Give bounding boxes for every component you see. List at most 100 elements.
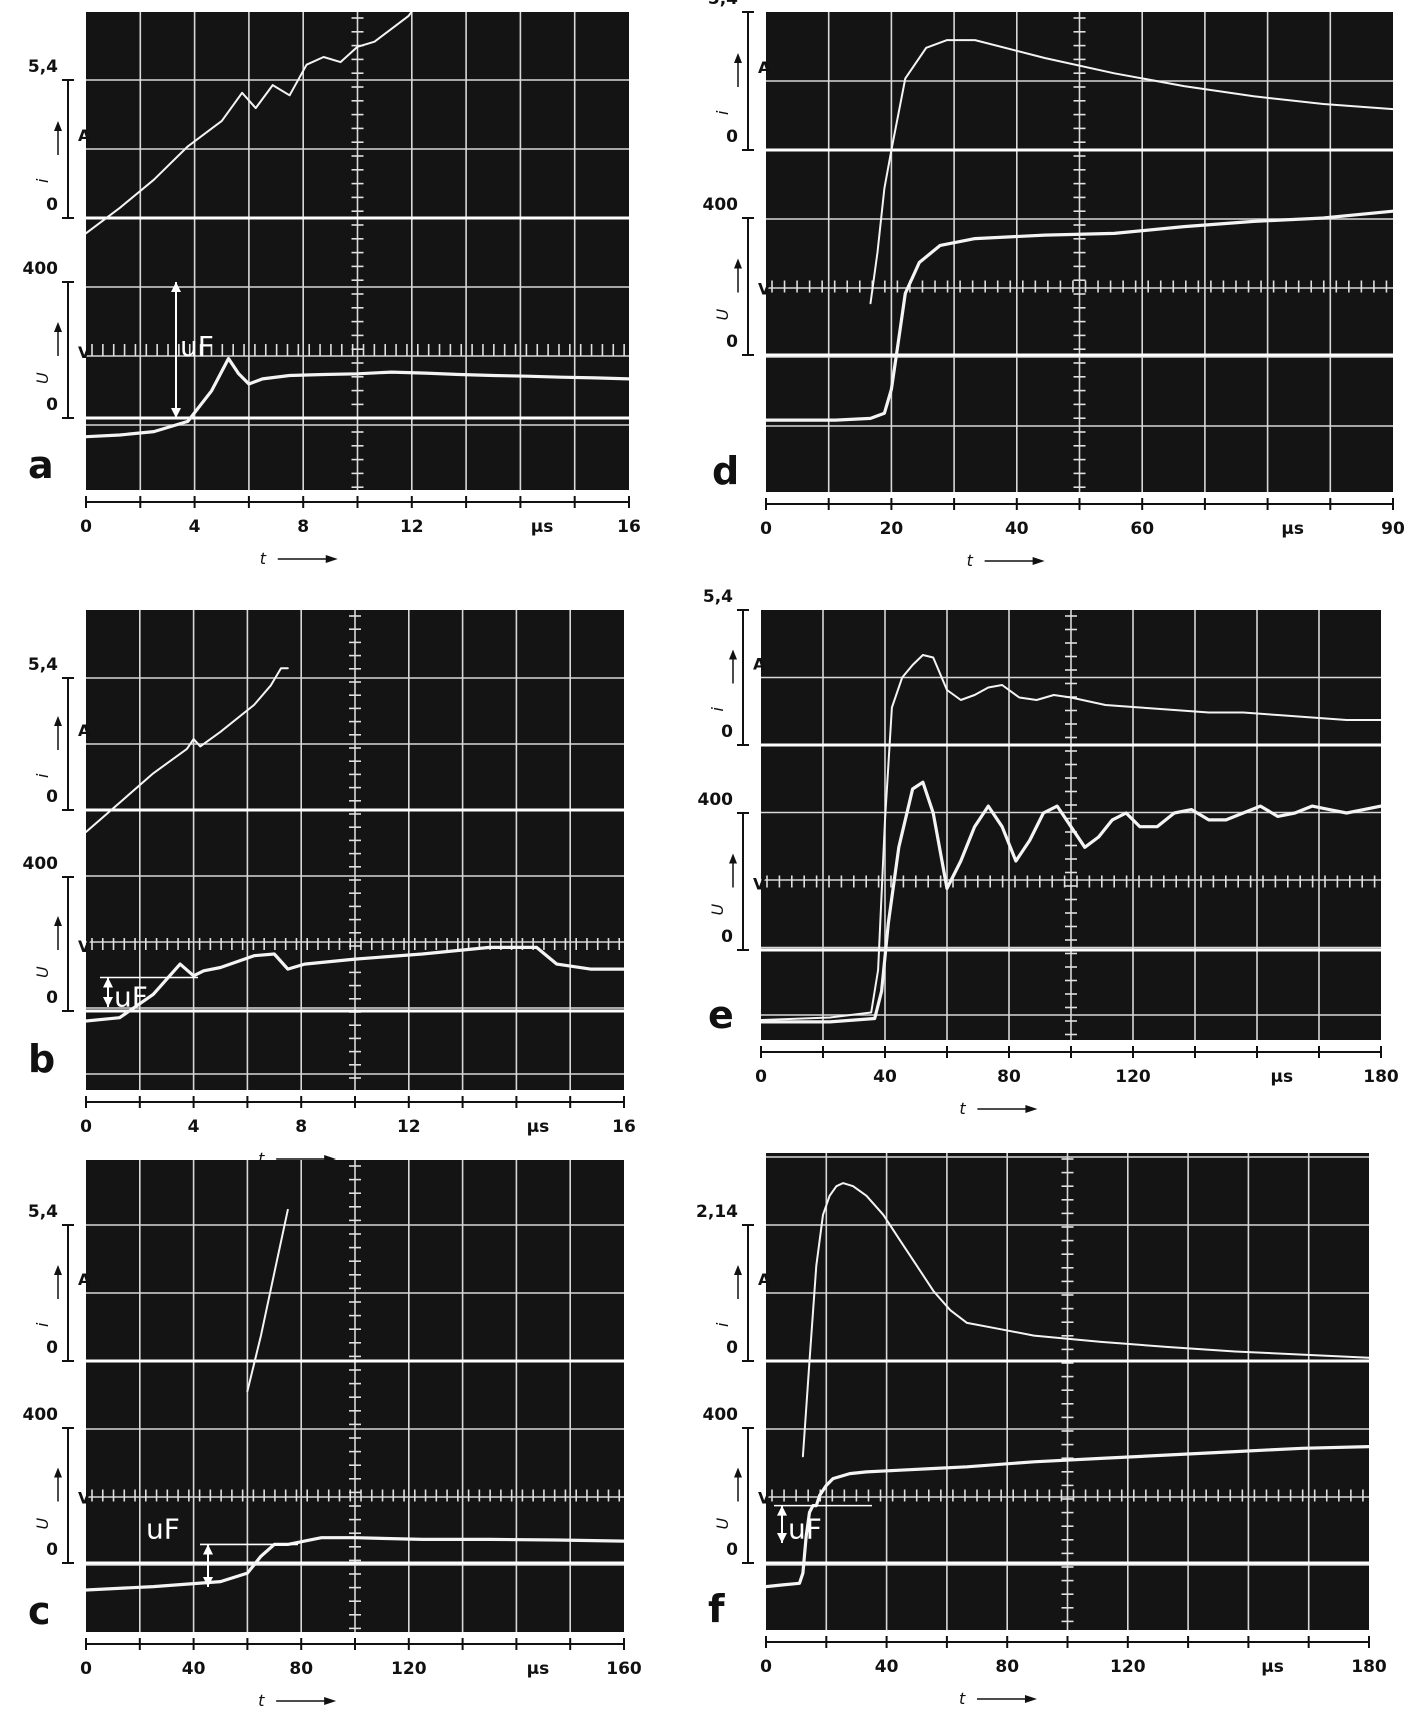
current-axis-label: i [33, 178, 52, 183]
panel-c: 5,4 0 400 0 Ai V U 0 40 80 120 160 µs t c uF [23, 1160, 642, 1710]
x-unit-label: µs [531, 517, 554, 537]
current-trace [761, 654, 1381, 1021]
voltage-unit-label: V [753, 875, 766, 894]
x-axis: 0 20 40 60 90 µs t [760, 498, 1405, 570]
scope-grid [766, 12, 1393, 492]
panel-letter: f [708, 1587, 725, 1631]
arrow-head [1024, 1695, 1037, 1703]
current-trace [86, 12, 413, 235]
x-tick-label: 0 [760, 1657, 772, 1677]
x-tick-label: 90 [1381, 519, 1405, 539]
x-unit-label: µs [1270, 1067, 1293, 1087]
arrow-head [734, 1467, 742, 1478]
panel-letter: c [28, 1589, 51, 1633]
x-tick-label: 0 [80, 1659, 92, 1679]
x-axis: 0 40 80 120 180 µs t [755, 1046, 1399, 1118]
arrow-head [203, 1544, 213, 1555]
voltage-tick-label: 0 [46, 395, 58, 415]
uf-annotation: uF [171, 282, 214, 418]
voltage-axis-label: U [33, 1518, 52, 1530]
x-tick-label: 120 [1115, 1067, 1151, 1087]
voltage-trace [766, 1445, 1369, 1589]
voltage-unit-label: V [758, 280, 771, 299]
current-unit-label: A [78, 1270, 91, 1289]
current-tick-label: 5,4 [28, 1202, 58, 1222]
voltage-tick-label: 400 [23, 259, 59, 279]
current-tick-label: 0 [726, 127, 738, 147]
panel-d: 5,4 0 400 0 Ai V U 0 20 40 60 90 µs t d [703, 0, 1405, 570]
x-tick-label: 0 [760, 519, 772, 539]
voltage-tick-label: 0 [46, 988, 58, 1008]
x-axis: 0 40 80 120 160 µs t [80, 1638, 642, 1710]
voltage-tick-label: 400 [23, 1405, 59, 1425]
x-unit-label: µs [1281, 519, 1304, 539]
panel-a: 5,4 0 400 0 Ai V U 0 4 8 12 16 µs t a uF [23, 12, 641, 568]
voltage-tick-label: 0 [726, 332, 738, 352]
x-tick-label: 120 [391, 1659, 427, 1679]
x-tick-label: 16 [617, 517, 641, 537]
panel-letter: d [712, 449, 739, 493]
x-axis: 0 4 8 12 16 µs t [80, 496, 641, 568]
scope-grid [761, 610, 1381, 1040]
y-axes: 5,4 0 400 0 Ai V U [698, 587, 766, 951]
arrow-head [54, 1467, 62, 1478]
arrow-head [54, 916, 62, 926]
x-tick-label: 12 [400, 517, 424, 537]
uf-label: uF [180, 330, 214, 363]
x-tick-label: 60 [1130, 519, 1154, 539]
current-trace [801, 1182, 1369, 1458]
x-tick-label: 160 [606, 1659, 642, 1679]
y-axes: 5,4 0 400 0 Ai V U [703, 0, 771, 356]
current-tick-label: 2,14 [696, 1202, 738, 1222]
x-axis-label: t [258, 1691, 265, 1710]
x-tick-label: 180 [1351, 1657, 1387, 1677]
panel-letter: e [708, 993, 734, 1037]
x-tick-label: 16 [612, 1117, 636, 1137]
panel-letter: b [28, 1037, 55, 1081]
voltage-tick-label: 400 [703, 1405, 739, 1425]
voltage-tick-label: 0 [46, 1540, 58, 1560]
voltage-tick-label: 0 [721, 927, 733, 947]
x-tick-label: 40 [1005, 519, 1029, 539]
scope-grid [86, 1160, 624, 1632]
voltage-trace [761, 780, 1381, 1024]
uf-annotation: uF [146, 1512, 298, 1587]
arrow-head [171, 408, 181, 418]
x-axis: 0 4 8 12 16 µs t [80, 1096, 636, 1168]
y-axes: 5,4 0 400 0 Ai V U [23, 57, 91, 419]
arrow-head [203, 1577, 213, 1587]
current-tick-label: 0 [46, 1338, 58, 1358]
current-unit-label: A [758, 1270, 771, 1289]
arrow-head [171, 282, 181, 292]
arrow-head [734, 1265, 742, 1275]
uf-label: uF [788, 1512, 822, 1545]
x-tick-label: 4 [188, 1117, 200, 1137]
arrow-head [54, 322, 62, 332]
y-axes: 2,14 0 400 0 Ai V U [696, 1202, 771, 1564]
voltage-trace [86, 356, 629, 439]
x-axis-label: t [260, 549, 267, 568]
x-unit-label: µs [527, 1117, 550, 1137]
y-axes: 5,4 0 400 0 Ai V U [23, 1202, 91, 1564]
voltage-unit-label: V [78, 937, 91, 956]
arrow-head [729, 853, 737, 864]
arrow-head [1025, 1105, 1038, 1113]
current-tick-label: 0 [46, 787, 58, 807]
x-tick-label: 0 [755, 1067, 767, 1087]
x-axis: 0 40 80 120 180 µs t [760, 1636, 1387, 1708]
x-tick-label: 12 [397, 1117, 421, 1137]
current-axis-label: i [33, 1322, 52, 1327]
voltage-tick-label: 400 [703, 195, 739, 215]
voltage-axis-label: U [713, 1518, 732, 1530]
x-axis-label: t [959, 1689, 966, 1708]
current-unit-label: A [758, 58, 771, 77]
arrow-head [729, 649, 737, 660]
current-trace [869, 39, 1393, 305]
x-tick-label: 80 [289, 1659, 313, 1679]
current-unit-label: A [78, 126, 91, 145]
voltage-unit-label: V [758, 1489, 771, 1508]
uf-annotation: uF [774, 1504, 872, 1545]
voltage-axis-label: U [33, 372, 52, 384]
voltage-unit-label: V [78, 1489, 91, 1508]
